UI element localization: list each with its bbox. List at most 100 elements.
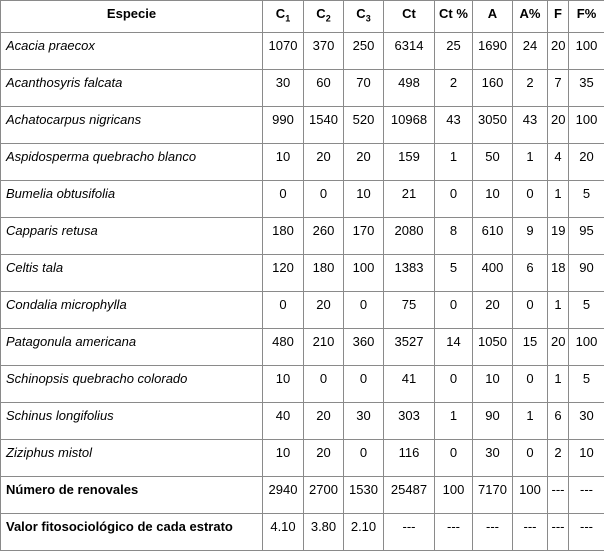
table-cell: 610 — [473, 218, 513, 255]
table-cell: 1050 — [473, 329, 513, 366]
table-cell: 210 — [304, 329, 344, 366]
table-cell: 41 — [384, 366, 435, 403]
header-f: F — [548, 1, 569, 33]
species-name: Bumelia obtusifolia — [1, 181, 263, 218]
table-cell: 370 — [304, 33, 344, 70]
table-cell: 0 — [513, 440, 548, 477]
table-cell: 75 — [384, 292, 435, 329]
table-cell: 1 — [548, 292, 569, 329]
table-cell: 2 — [435, 70, 473, 107]
table-cell: 6 — [548, 403, 569, 440]
table-cell: 8 — [435, 218, 473, 255]
table-cell: 30 — [569, 403, 604, 440]
header-a-pct: A% — [513, 1, 548, 33]
table-cell: 0 — [344, 366, 384, 403]
table-cell: 159 — [384, 144, 435, 181]
table-cell: 3.80 — [304, 514, 344, 551]
table-cell: 2700 — [304, 477, 344, 514]
table-cell: 0 — [435, 440, 473, 477]
table-cell: 0 — [513, 181, 548, 218]
table-cell: 21 — [384, 181, 435, 218]
table-cell: 20 — [344, 144, 384, 181]
table-cell: 95 — [569, 218, 604, 255]
header-especie: Especie — [1, 1, 263, 33]
species-name: Capparis retusa — [1, 218, 263, 255]
table-cell: 7170 — [473, 477, 513, 514]
table-cell: 4.10 — [263, 514, 304, 551]
table-cell: 116 — [384, 440, 435, 477]
table-cell: 990 — [263, 107, 304, 144]
species-name: Achatocarpus nigricans — [1, 107, 263, 144]
table-cell: 1 — [435, 144, 473, 181]
table-cell: --- — [548, 514, 569, 551]
table-cell: 180 — [304, 255, 344, 292]
table-cell: 6314 — [384, 33, 435, 70]
totals-label: Valor fitosociológico de cada estrato — [1, 514, 263, 551]
table-cell: 0 — [435, 181, 473, 218]
table-cell: 30 — [473, 440, 513, 477]
table-cell: 20 — [304, 292, 344, 329]
table-cell: 0 — [263, 181, 304, 218]
totals-label: Número de renovales — [1, 477, 263, 514]
species-name: Schinopsis quebracho colorado — [1, 366, 263, 403]
table-cell: 3050 — [473, 107, 513, 144]
table-cell: 30 — [344, 403, 384, 440]
table-cell: --- — [435, 514, 473, 551]
table-cell: 20 — [304, 403, 344, 440]
table-cell: 0 — [263, 292, 304, 329]
species-name: Acacia praecox — [1, 33, 263, 70]
table-cell: 1690 — [473, 33, 513, 70]
table-cell: 25487 — [384, 477, 435, 514]
table-cell: 400 — [473, 255, 513, 292]
table-cell: 360 — [344, 329, 384, 366]
table-cell: 10 — [569, 440, 604, 477]
species-name: Schinus longifolius — [1, 403, 263, 440]
table-cell: 170 — [344, 218, 384, 255]
table-cell: 10968 — [384, 107, 435, 144]
table-cell: 1 — [513, 144, 548, 181]
species-name: Celtis tala — [1, 255, 263, 292]
table-cell: 90 — [473, 403, 513, 440]
table-cell: 0 — [344, 440, 384, 477]
table-cell: --- — [569, 477, 604, 514]
table-cell: 4 — [548, 144, 569, 181]
table-cell: 18 — [548, 255, 569, 292]
table-cell: --- — [384, 514, 435, 551]
table-cell: 2 — [513, 70, 548, 107]
table-cell: 1 — [548, 366, 569, 403]
table-cell: 1 — [435, 403, 473, 440]
table-cell: 0 — [435, 366, 473, 403]
table-cell: 1 — [548, 181, 569, 218]
table-cell: 100 — [569, 329, 604, 366]
table-cell: 1530 — [344, 477, 384, 514]
table-cell: 2080 — [384, 218, 435, 255]
table-cell: 5 — [435, 255, 473, 292]
table-cell: 9 — [513, 218, 548, 255]
table-cell: 35 — [569, 70, 604, 107]
table-cell: 10 — [344, 181, 384, 218]
table-cell: 7 — [548, 70, 569, 107]
table-cell: 43 — [435, 107, 473, 144]
table-cell: --- — [548, 477, 569, 514]
table-cell: 180 — [263, 218, 304, 255]
table-cell: 10 — [263, 440, 304, 477]
species-name: Aspidosperma quebracho blanco — [1, 144, 263, 181]
table-cell: 14 — [435, 329, 473, 366]
table-cell: 30 — [263, 70, 304, 107]
header-row: Especie C1 C2 C3 Ct Ct % A A% F F% — [1, 1, 604, 33]
table-cell: 70 — [344, 70, 384, 107]
table-cell: 0 — [304, 181, 344, 218]
species-name: Ziziphus mistol — [1, 440, 263, 477]
table-cell: 20 — [548, 33, 569, 70]
table-cell: 2940 — [263, 477, 304, 514]
table-cell: 20 — [304, 144, 344, 181]
table-cell: 120 — [263, 255, 304, 292]
